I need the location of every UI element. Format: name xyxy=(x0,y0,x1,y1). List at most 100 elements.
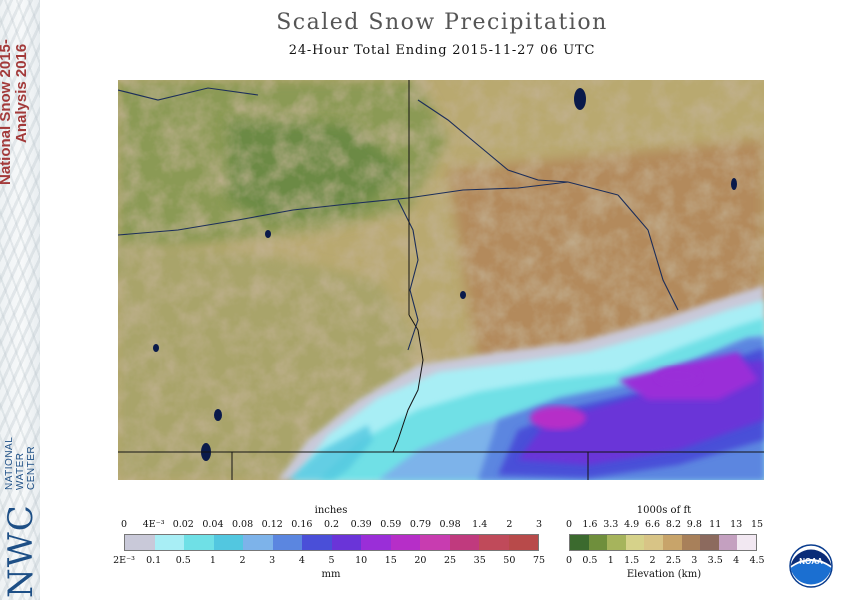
precip-mm-tick: 0.1 xyxy=(146,555,162,566)
elevation-ft-tick: 15 xyxy=(750,519,764,530)
borders xyxy=(118,80,764,480)
precip-inch-tick: 0.79 xyxy=(409,519,431,530)
snow-precip-map[interactable] xyxy=(118,80,764,480)
elevation-km-tick: 4.5 xyxy=(749,555,765,566)
nwc-name-line: WATER xyxy=(15,452,26,491)
precip-swatch xyxy=(361,535,391,550)
precip-mm-tick: 50 xyxy=(503,555,516,566)
precip-swatch xyxy=(390,535,420,550)
precip-mm-tick: 75 xyxy=(532,555,546,566)
precip-inch-tick: 0.02 xyxy=(172,519,194,530)
precip-inch-tick: 0 xyxy=(120,519,128,530)
map-title: Scaled Snow Precipitation xyxy=(276,10,608,35)
precip-inch-tick: 0.98 xyxy=(439,519,461,530)
precip-inch-tick: 0.04 xyxy=(202,519,224,530)
elevation-ft-tick: 13 xyxy=(730,519,743,530)
elevation-km-tick: 0 xyxy=(565,555,573,566)
noaa-logo: NOAA xyxy=(789,544,833,588)
elevation-swatch xyxy=(625,535,645,550)
nwc-logo-letters: NWC xyxy=(1,504,40,598)
elevation-ft-tick: 9.8 xyxy=(686,519,702,530)
elevation-legend-title-km: Elevation (km) xyxy=(626,569,702,580)
precip-mm-tick: 10 xyxy=(355,555,368,566)
banner-title: National Snow 2015- Analysis 2016 xyxy=(0,0,38,185)
elevation-km-tick: 2 xyxy=(649,555,656,566)
precip-swatch xyxy=(302,535,332,550)
nwc-name-line: CENTER xyxy=(26,445,37,490)
elevation-swatch xyxy=(700,535,719,550)
elevation-ft-tick: 3.3 xyxy=(603,519,619,530)
elevation-km-tick: 0.5 xyxy=(582,555,598,566)
nwc-name-line: NATIONAL xyxy=(4,436,15,490)
precip-inch-tick: 0.2 xyxy=(323,519,340,530)
precip-inch-tick: 0.08 xyxy=(231,519,254,530)
nwc-logo: NWC NATIONAL WATER CENTER xyxy=(1,398,40,598)
precip-mm-tick: 5 xyxy=(328,555,335,566)
precip-swatch xyxy=(272,535,302,550)
elevation-legend-title-ft: 1000s of ft xyxy=(636,505,692,516)
elevation-ft-tick: 8.2 xyxy=(665,519,681,530)
precip-legend-title-inches: inches xyxy=(314,505,348,516)
elevation-km-tick: 4 xyxy=(733,555,740,566)
precip-swatch xyxy=(449,535,479,550)
precip-mm-tick: 35 xyxy=(473,555,486,566)
precip-swatch xyxy=(420,535,450,550)
precip-mm-tick: 4 xyxy=(298,555,305,566)
elevation-swatch xyxy=(718,535,738,550)
banner-mountain-texture xyxy=(0,0,40,600)
map-graphic xyxy=(118,80,764,480)
elevation-ft-tick: 6.6 xyxy=(644,519,661,530)
elevation-ft-tick: 11 xyxy=(709,519,722,530)
noaa-logo-text: NOAA xyxy=(799,557,823,566)
precip-swatch xyxy=(479,535,509,550)
precip-inch-tick: 1.4 xyxy=(472,519,488,530)
precip-swatch xyxy=(125,535,155,550)
precip-mm-tick: 1 xyxy=(209,555,216,566)
precip-swatch xyxy=(331,535,361,550)
elevation-swatch xyxy=(588,535,608,550)
precip-mm-tick: 15 xyxy=(384,555,397,566)
elevation-ft-tick: 1.6 xyxy=(582,519,598,530)
elevation-swatch xyxy=(681,535,701,550)
precip-mm-tick: 2E⁻³ xyxy=(113,555,135,566)
elevation-ft-tick: 4.9 xyxy=(624,519,640,530)
precip-swatch xyxy=(184,535,214,550)
precip-inch-tick: 2 xyxy=(506,519,513,530)
lakes xyxy=(153,88,737,461)
elevation-km-tick: 1 xyxy=(607,555,614,566)
precip-inch-tick: 3 xyxy=(535,519,543,530)
precip-mm-tick: 25 xyxy=(444,555,457,566)
precip-color-bar xyxy=(124,534,539,551)
elevation-km-tick: 3.5 xyxy=(707,555,723,566)
precip-mm-tick: 20 xyxy=(414,555,427,566)
precip-mm-tick: 2 xyxy=(239,555,246,566)
snow-overlay xyxy=(278,285,764,480)
elevation-km-tick: 1.5 xyxy=(624,555,640,566)
map-subtitle: 24-Hour Total Ending 2015-11-27 06 UTC xyxy=(288,43,596,58)
nwc-logo-name: NATIONAL WATER CENTER xyxy=(4,437,37,490)
precip-swatch xyxy=(243,535,273,550)
precip-swatch xyxy=(508,535,538,550)
precip-inch-tick: 4E⁻³ xyxy=(142,519,165,530)
precip-inch-tick: 0.59 xyxy=(380,519,402,530)
rivers xyxy=(118,87,679,351)
precip-legend-title-mm: mm xyxy=(321,569,341,580)
elevation-ft-tick: 0 xyxy=(565,519,573,530)
elevation-swatch xyxy=(662,535,682,550)
precip-swatch xyxy=(154,535,184,550)
elevation-color-bar xyxy=(569,534,757,551)
precip-inch-tick: 0.39 xyxy=(350,519,372,530)
precip-swatch xyxy=(213,535,243,550)
elevation-swatch xyxy=(737,535,756,550)
precip-inch-tick: 0.16 xyxy=(291,519,313,530)
banner-title-line1: National Snow 2015- xyxy=(0,39,14,185)
elevation-km-tick: 3 xyxy=(691,555,698,566)
precip-inch-tick: 0.12 xyxy=(261,519,283,530)
elevation-km-tick: 2.5 xyxy=(665,555,681,566)
elevation-swatch xyxy=(607,535,626,550)
precip-mm-tick: 0.5 xyxy=(175,555,191,566)
elevation-swatch xyxy=(570,535,589,550)
precip-mm-tick: 3 xyxy=(269,555,276,566)
left-banner: National Snow 2015- Analysis 2016 NWC NA… xyxy=(0,0,40,600)
elevation-swatch xyxy=(644,535,663,550)
